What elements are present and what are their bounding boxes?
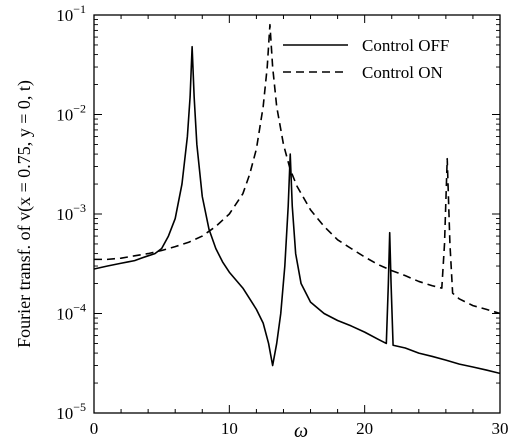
y-tick-label: 10−2 (56, 102, 86, 125)
x-tick-label: 20 (356, 419, 373, 438)
legend-label: Control OFF (362, 36, 449, 55)
x-tick-label: 0 (90, 419, 99, 438)
y-tick-label: 10−1 (56, 2, 86, 25)
y-tick-exponent: −2 (73, 102, 86, 116)
y-tick-exponent: −4 (73, 301, 86, 315)
y-tick-exponent: −1 (73, 2, 86, 16)
x-axis-label: ω (294, 420, 308, 440)
y-tick-label: 10−4 (56, 301, 86, 324)
series-line-control-off (94, 45, 500, 375)
x-tick-label: 10 (221, 419, 238, 438)
series-line-control-on (94, 23, 500, 315)
y-tick-exponent: −5 (73, 400, 86, 414)
legend-label: Control ON (362, 63, 443, 82)
x-tick-label: 30 (492, 419, 509, 438)
y-tick-label: 10−3 (56, 201, 86, 224)
y-tick-exponent: −3 (73, 201, 86, 215)
y-axis-label: Fourier transf. of v(x = 0.75, y = 0, t) (14, 80, 35, 348)
y-tick-label: 10−5 (56, 400, 86, 423)
